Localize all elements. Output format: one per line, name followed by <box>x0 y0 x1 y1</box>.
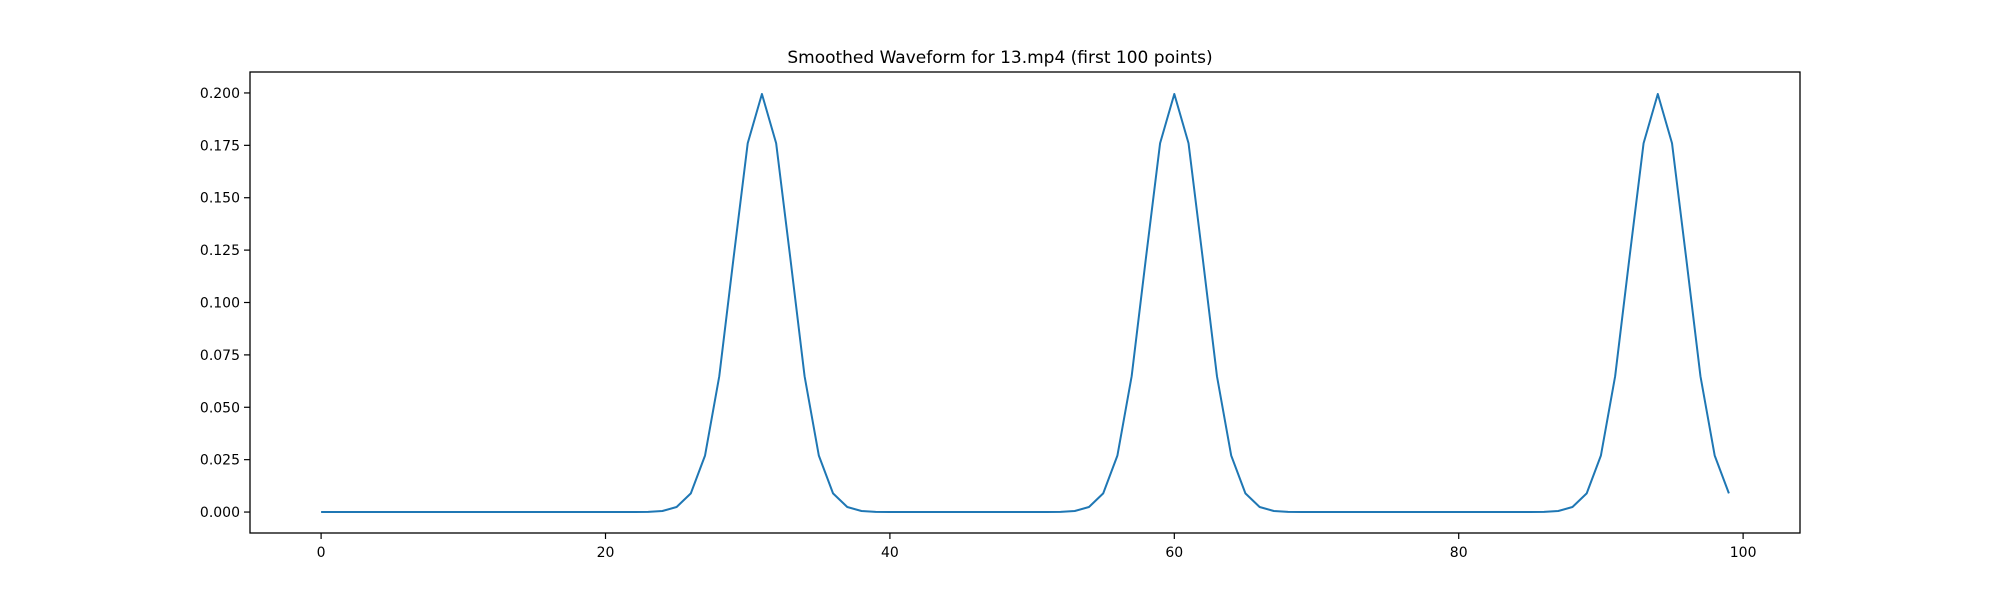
y-tick-label: 0.175 <box>200 138 240 154</box>
x-tick-label: 60 <box>1165 545 1183 561</box>
y-tick-label: 0.000 <box>200 505 240 521</box>
plot-frame <box>249 71 1801 534</box>
y-tick-label: 0.150 <box>200 191 240 207</box>
y-tick-label: 0.025 <box>200 453 240 469</box>
x-tick-label: 0 <box>317 545 326 561</box>
plot-area <box>321 93 1730 514</box>
x-axis: 0 20 40 60 80 100 <box>317 533 1757 561</box>
y-tick-label: 0.050 <box>200 400 240 416</box>
x-tick-label: 20 <box>597 545 615 561</box>
y-axis: 0.000 0.025 0.050 0.075 0.100 0.125 0.150 0.175… <box>200 86 250 521</box>
y-tick-label: 0.125 <box>200 243 240 259</box>
x-tick-label: 100 <box>1730 545 1757 561</box>
y-tick-label: 0.100 <box>200 296 240 312</box>
series-line-0 <box>321 93 1730 514</box>
x-tick-label: 80 <box>1450 545 1468 561</box>
y-tick-label: 0.075 <box>200 348 240 364</box>
chart-title: Smoothed Waveform for 13.mp4 (first 100 … <box>787 48 1212 68</box>
y-tick-label: 0.200 <box>200 86 240 102</box>
x-tick-label: 40 <box>881 545 899 561</box>
